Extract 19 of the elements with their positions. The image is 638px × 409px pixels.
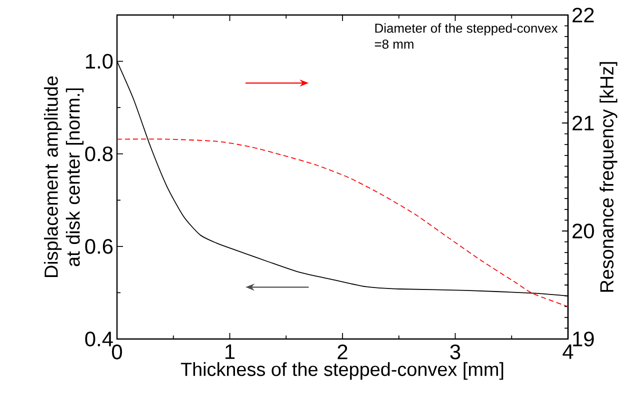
annotation: Diameter of the stepped-convex <box>375 23 558 36</box>
x-tick-label: 2 <box>338 344 348 360</box>
y-tick-label: 0.4 <box>85 332 113 346</box>
x-tick-label: 4 <box>562 344 574 359</box>
y2-tick-label: 22 <box>572 8 594 22</box>
annotation: =8 mm <box>374 40 414 49</box>
x-tick-label: 1 <box>226 344 235 359</box>
y2-axis-title: Resonance frequency [kHz] <box>600 62 618 292</box>
y-tick-label: 0.6 <box>85 239 113 254</box>
y2-tick-label: 20 <box>572 224 594 238</box>
x-tick-label: 0 <box>112 344 122 360</box>
x-tick-label: 3 <box>450 344 460 360</box>
x-axis-title: Thickness of the stepped-convex [mm] <box>180 362 504 380</box>
y2-tick-label: 21 <box>572 116 594 130</box>
y-axis-title: Displacement amplitude at disk center [norm.] <box>44 76 84 277</box>
y2-tick-label: 19 <box>573 332 594 346</box>
line-series <box>117 138 568 308</box>
y-tick-label: 1.0 <box>86 54 113 69</box>
y-tick-label: 0.8 <box>85 146 113 162</box>
